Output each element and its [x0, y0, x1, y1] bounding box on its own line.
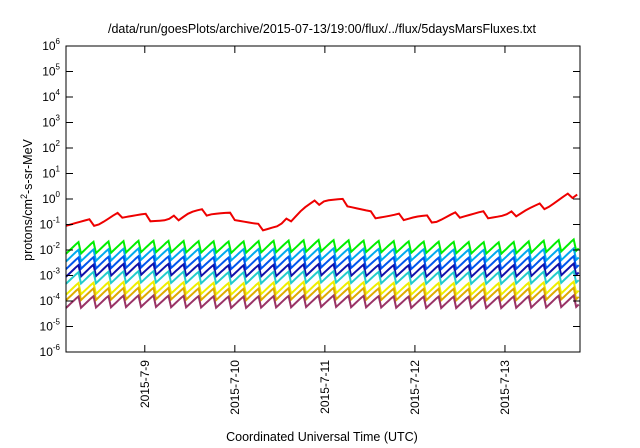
y-tick-label: 10-1 [40, 216, 61, 232]
x-tick-label: 2015-7-12 [408, 360, 422, 415]
y-tick-exponent: 3 [56, 114, 61, 123]
y-tick-exponent: -5 [53, 318, 61, 327]
x-tick-label: 2015-7-9 [138, 360, 152, 408]
y-tick-base: 10 [42, 141, 56, 155]
series-line-4 [65, 254, 580, 272]
y-tick-label: 10-2 [40, 241, 61, 257]
chart-title: /data/run/goesPlots/archive/2015-07-13/1… [107, 22, 536, 36]
y-tick-exponent: 1 [56, 165, 61, 174]
y-tick-base: 10 [42, 167, 56, 181]
series-line-6 [65, 269, 580, 286]
y-tick-exponent: -3 [53, 267, 61, 276]
series-line-9 [65, 293, 580, 310]
x-tick-label: 2015-7-11 [318, 360, 332, 414]
y-tick-base: 10 [42, 39, 56, 53]
series-line-1 [65, 192, 578, 232]
y-tick-label: 10-5 [40, 318, 61, 334]
y-tick-base: 10 [40, 320, 54, 334]
series-line-5 [65, 261, 580, 279]
y-tick-label: 10-6 [40, 343, 61, 359]
y-tick-exponent: 2 [56, 139, 61, 148]
y-tick-exponent: -1 [53, 216, 61, 225]
y-tick-exponent: 6 [56, 37, 61, 46]
y-tick-exponent: 5 [56, 63, 61, 72]
y-tick-exponent: -2 [53, 241, 61, 250]
y-tick-label: 106 [42, 37, 60, 53]
y-tick-label: 100 [42, 190, 60, 206]
y-tick-base: 10 [40, 243, 54, 257]
y-tick-label: 101 [42, 165, 60, 181]
series-line-7 [65, 279, 580, 297]
y-tick-base: 10 [42, 90, 56, 104]
y-tick-label: 105 [42, 63, 60, 79]
y-tick-label: 104 [42, 88, 60, 104]
series-line-8 [65, 285, 580, 303]
y-tick-base: 10 [42, 192, 56, 206]
y-tick-base: 10 [40, 269, 54, 283]
y-tick-base: 10 [42, 116, 56, 130]
y-tick-base: 10 [40, 345, 54, 359]
x-tick-label: 2015-7-13 [498, 360, 512, 415]
y-tick-base: 10 [42, 65, 56, 79]
y-tick-exponent: 0 [56, 190, 61, 199]
y-tick-label: 103 [42, 114, 60, 130]
y-tick-label: 10-3 [40, 267, 61, 283]
y-tick-exponent: -4 [53, 292, 61, 301]
y-tick-exponent: -6 [53, 343, 61, 352]
series-line-2 [65, 237, 580, 256]
x-tick-label: 2015-7-10 [228, 360, 242, 415]
y-tick-exponent: 4 [56, 88, 61, 97]
y-tick-base: 10 [40, 218, 54, 232]
y-tick-base: 10 [40, 294, 54, 308]
y-tick-label: 10-4 [40, 292, 61, 308]
x-axis-label: Coordinated Universal Time (UTC) [226, 430, 418, 444]
y-tick-label: 102 [42, 139, 60, 155]
series-line-3 [65, 246, 580, 264]
